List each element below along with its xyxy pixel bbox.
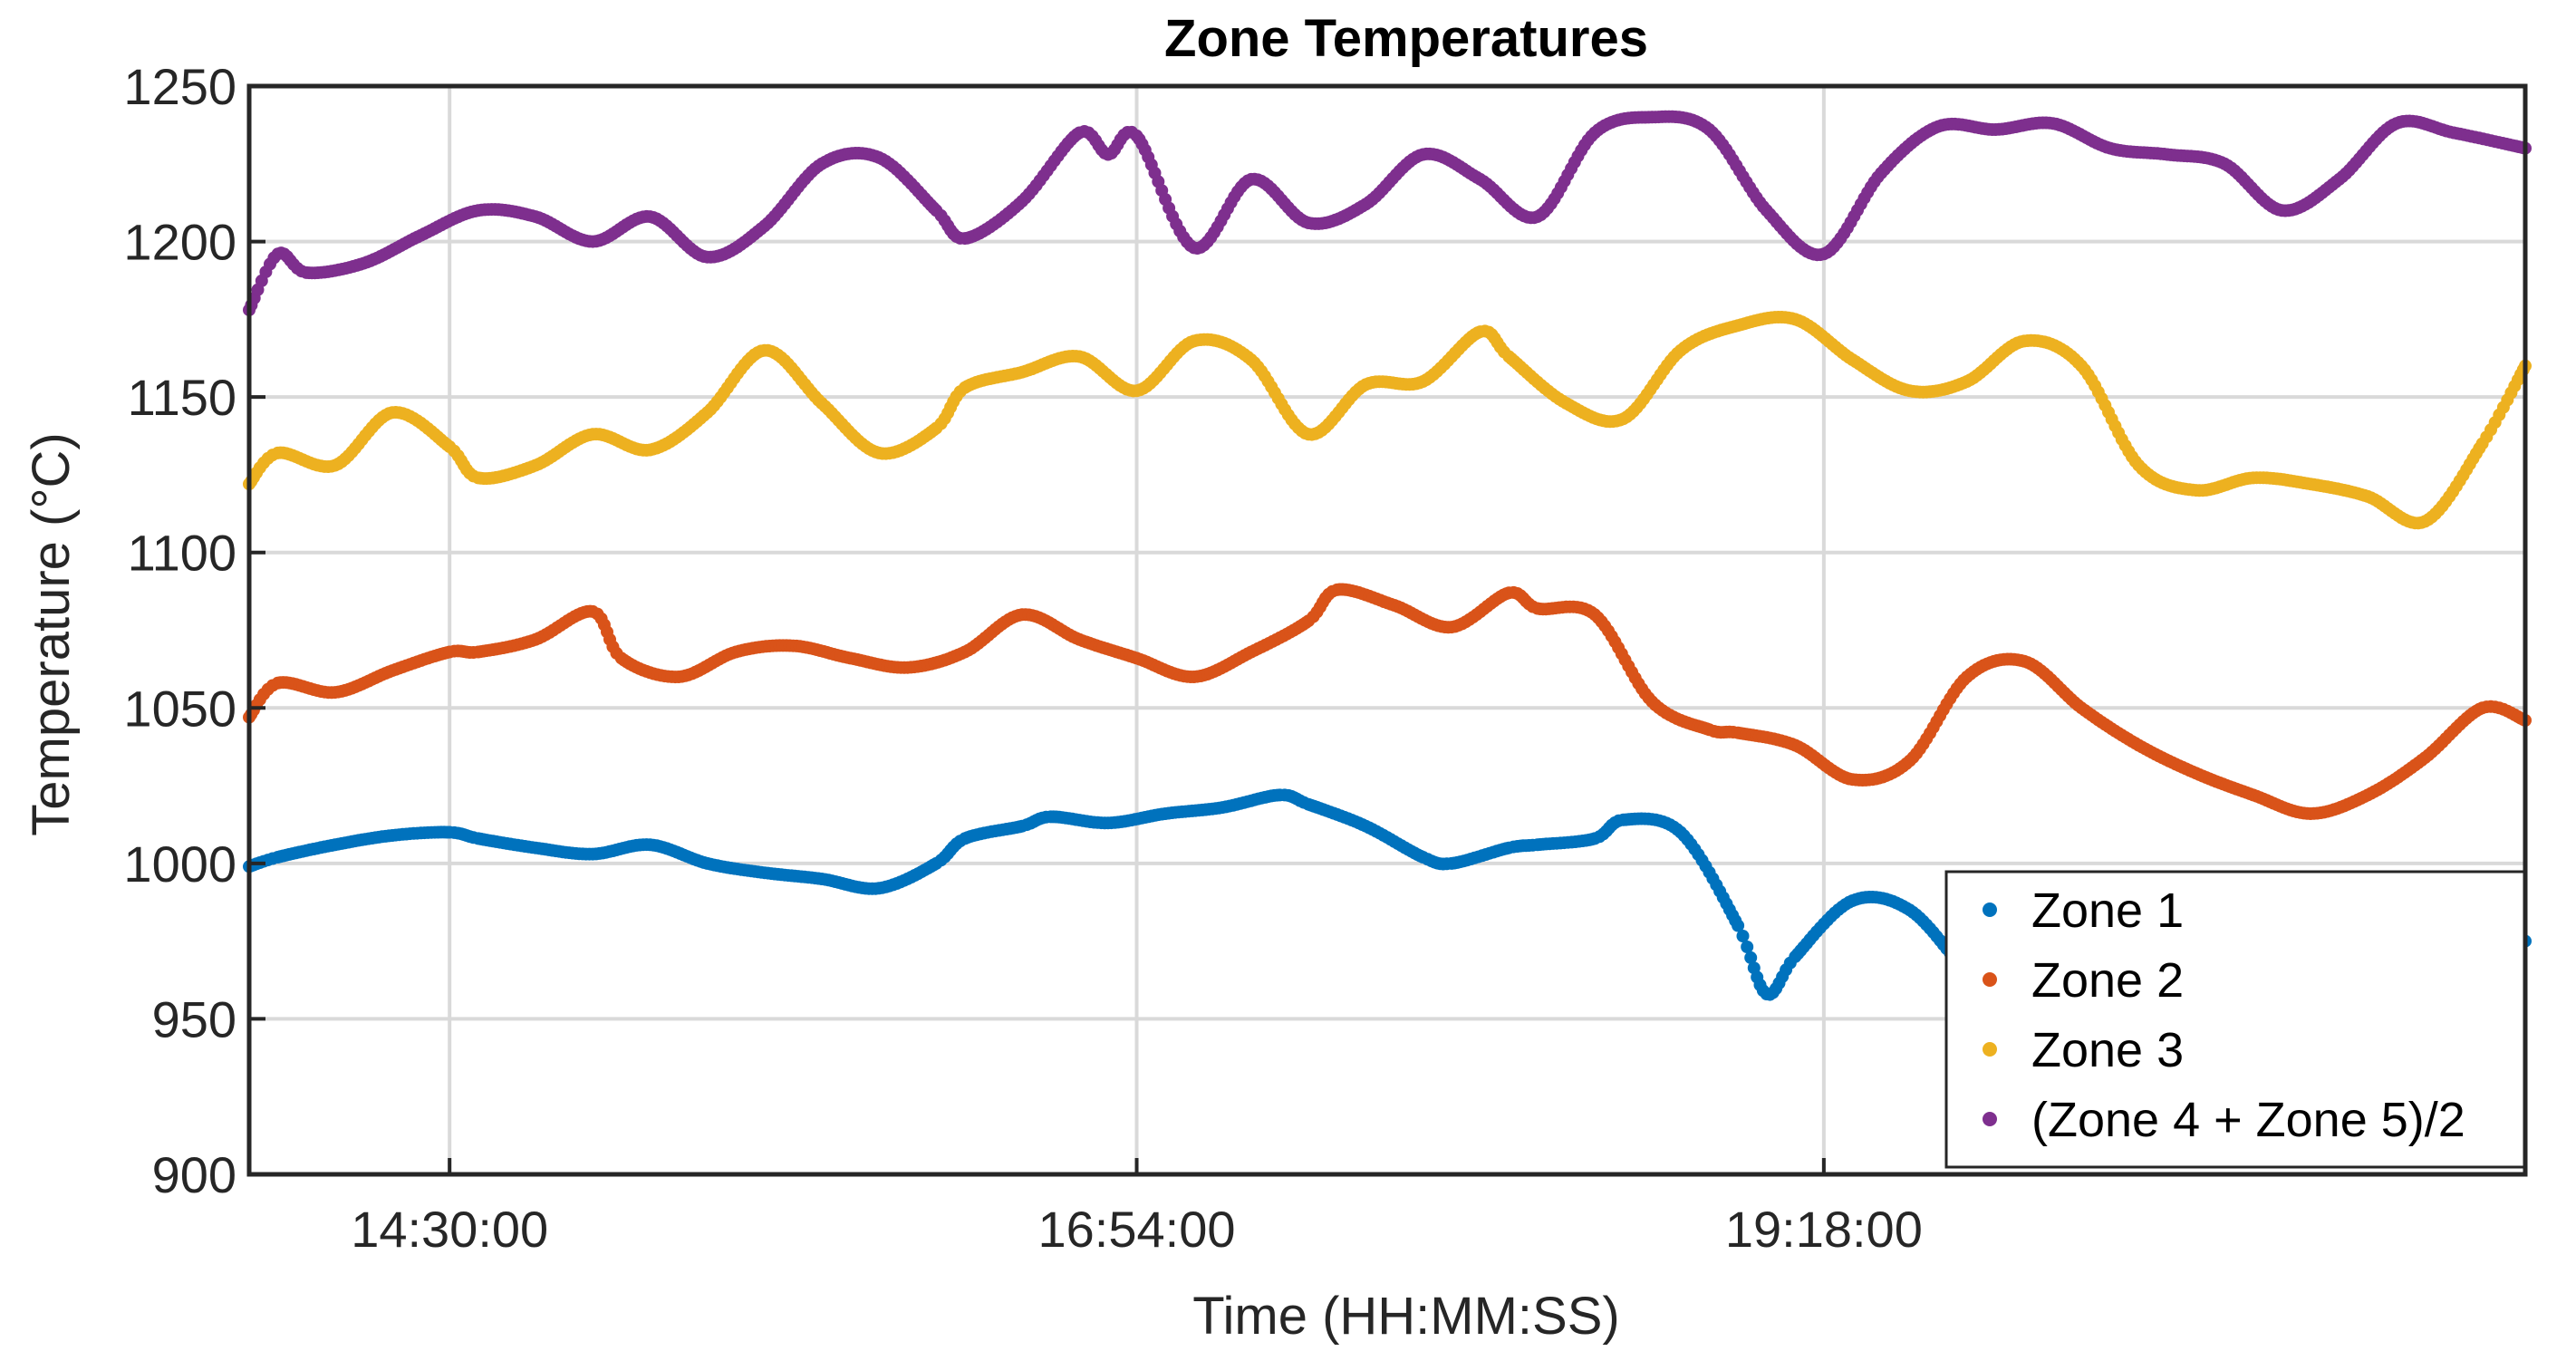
data-series: [243, 110, 2532, 1052]
y-tick-label: 1100: [128, 525, 236, 582]
grid-lines: [249, 84, 2525, 1176]
data-point: [1732, 919, 1745, 932]
data-point: [1744, 951, 1758, 964]
legend-box: [1944, 870, 2526, 1169]
y-tick-label: 1150: [128, 369, 236, 426]
data-point: [1736, 930, 1750, 942]
x-tick-label: 16:54:00: [1038, 1201, 1236, 1258]
y-tick-label: 1000: [123, 835, 236, 893]
x-tick-labels: 14:30:00 16:54:00 19:18:00: [351, 1158, 1923, 1258]
y-tick-label: 1050: [123, 680, 236, 737]
legend-entry: Zone 2: [2031, 953, 2184, 1008]
y-axis-label: Temperature (°C): [22, 432, 81, 835]
y-tick-label: 1200: [123, 214, 236, 271]
legend-marker: [1983, 1112, 1997, 1126]
legend-entry: Zone 3: [2031, 1023, 2184, 1077]
y-tick-label: 1250: [123, 58, 236, 115]
series-4: [243, 110, 2532, 317]
legend-entry: (Zone 4 + Zone 5)/2: [2031, 1093, 2465, 1147]
y-tick-labels: 900 950 1000 1050 1100 1150 1200 1250: [123, 58, 265, 1203]
series-2: [243, 583, 2532, 820]
legend-marker: [1983, 1042, 1997, 1057]
data-point: [1741, 941, 1754, 953]
series-3: [243, 311, 2532, 530]
chart-title: Zone Temperatures: [1164, 9, 1648, 68]
x-axis-label: Time (HH:MM:SS): [1192, 1287, 1619, 1346]
y-tick-label: 950: [152, 990, 236, 1047]
legend-entry: Zone 1: [2031, 883, 2184, 938]
legend: Zone 1 Zone 2 Zone 3 (Zone 4 + Zone 5)/2: [1944, 870, 2526, 1169]
legend-marker: [1983, 972, 1997, 987]
x-tick-label: 19:18:00: [1725, 1201, 1923, 1258]
y-tick-label: 900: [152, 1146, 236, 1203]
legend-marker: [1983, 903, 1997, 917]
x-tick-label: 14:30:00: [351, 1201, 548, 1258]
plot-frame: [246, 83, 2528, 1177]
